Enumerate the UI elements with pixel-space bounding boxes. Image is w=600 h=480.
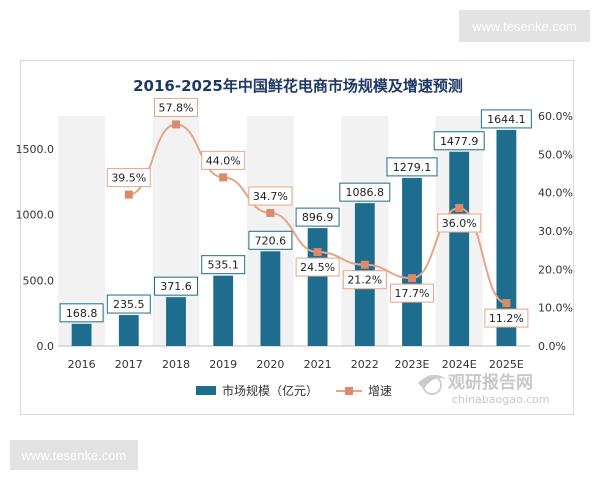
bar-value-label: 1086.8 [346,186,385,199]
growth-value-label: 44.0% [206,154,241,167]
growth-value-label: 36.0% [442,217,477,230]
bar [213,275,234,346]
growth-marker [124,190,133,199]
bar [402,177,422,346]
growth-value-label: 34.7% [253,190,288,203]
x-tick-label: 2021 [304,358,332,371]
source-logo-url: chinabaogao.com [452,393,550,406]
bar-value-label: 235.5 [113,298,145,311]
watermark-bottom: www.tesenke.com [10,440,138,470]
legend-line-marker [345,387,353,395]
growth-label-box [484,308,529,328]
growth-value-label: 39.5% [111,172,146,185]
growth-marker [219,173,228,182]
y-right-tick-label: 50.0% [538,148,573,161]
y-right-tick-label: 60.0% [538,110,573,123]
bar [260,251,281,346]
bar [71,323,92,346]
legend-bar-label: 市场规模（亿元） [222,383,318,398]
bar-label-box [339,182,391,202]
legend-line-label: 增速 [368,384,392,398]
x-tick-label: 2017 [115,358,143,371]
source-logo-name: 观研报告网 [447,372,533,393]
y-left-tick-label: 1000.0 [16,209,55,222]
bar-value-label: 1477.9 [440,135,479,148]
bar-label-box [154,276,198,296]
bar-value-label: 896.9 [302,211,334,224]
x-tick-label: 2025E [489,358,524,371]
bar [307,228,328,346]
bar-label-box [248,230,293,250]
growth-label-box [342,270,387,290]
bar-value-label: 1279.1 [393,161,432,174]
bar-value-label: 1644.1 [487,113,526,126]
growth-label-box [154,97,198,117]
growth-label-box [437,213,482,233]
bar-label-box [386,157,438,177]
bar-label-box [59,303,104,323]
bar-value-label: 720.6 [255,234,287,247]
growth-marker [313,248,322,257]
bar-label-box [295,207,340,227]
bar-value-label: 168.8 [66,307,98,320]
bar [166,297,186,346]
swoosh-logo-ring [422,375,442,395]
y-right-tick-label: 30.0% [538,225,573,238]
x-tick-label: 2020 [256,358,284,371]
bar [449,151,470,346]
growth-value-label: 21.2% [347,274,382,287]
x-tick-label: 2019 [209,358,237,371]
growth-marker [360,260,369,269]
y-left-tick-label: 500.0 [23,274,55,287]
y-left-tick-label: 0.0 [37,340,55,353]
growth-marker [408,274,416,283]
growth-value-label: 57.8% [159,101,194,114]
growth-value-label: 17.7% [395,287,430,300]
growth-marker [266,208,275,217]
x-tick-label: 2018 [162,358,190,371]
legend-bar-swatch [196,386,216,395]
growth-marker [455,204,464,212]
chart-title: 2016-2025年中国鲜花电商市场规模及增速预测 [133,77,463,95]
y-right-tick-label: 40.0% [538,187,573,200]
growth-value-label: 11.2% [489,312,524,325]
bar-label-box [106,294,151,314]
growth-label-box [106,168,151,188]
bar [118,315,139,346]
x-tick-label: 2016 [68,358,96,371]
growth-marker [502,299,511,308]
y-left-tick-label: 1500.0 [16,143,55,156]
growth-label-box [390,283,434,303]
bar [496,129,517,346]
growth-label-box [248,186,293,206]
x-tick-label: 2023E [395,358,430,371]
bar-value-label: 371.6 [160,280,192,293]
y-right-tick-label: 20.0% [538,263,573,276]
y-right-tick-label: 0.0% [538,340,566,353]
growth-label-box [295,257,340,277]
bar-value-label: 535.1 [207,259,239,272]
y-right-tick-label: 10.0% [538,302,573,315]
x-tick-label: 2022 [351,358,379,371]
x-tick-label: 2024E [442,358,477,371]
bar-label-box [433,131,485,151]
growth-value-label: 24.5% [300,261,335,274]
growth-label-box [201,150,246,170]
bar-label-box [201,255,246,275]
bar-label-box [480,109,532,129]
watermark-top: www.tesenke.com [459,10,590,42]
growth-marker [172,120,180,129]
